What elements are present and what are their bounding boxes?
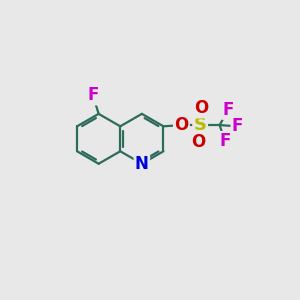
Text: O: O <box>174 116 189 134</box>
Text: F: F <box>87 86 99 104</box>
Text: O: O <box>194 99 208 117</box>
Text: F: F <box>223 100 234 118</box>
Text: N: N <box>135 155 149 173</box>
Text: F: F <box>232 117 243 135</box>
Text: S: S <box>194 116 207 134</box>
Text: O: O <box>191 133 206 151</box>
Text: F: F <box>219 132 231 150</box>
